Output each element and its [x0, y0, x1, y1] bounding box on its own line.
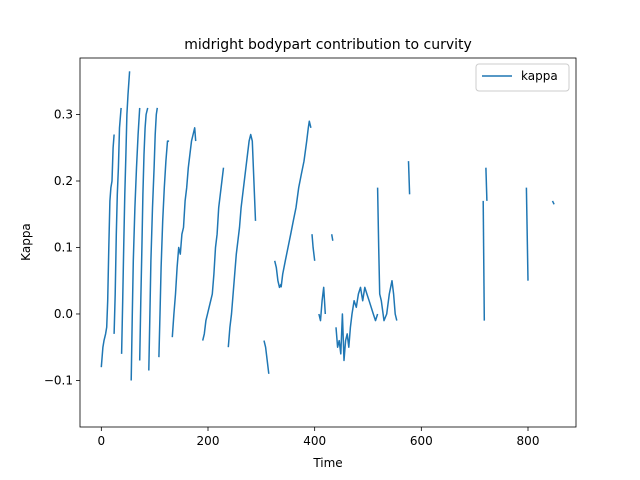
chart-title: midright bodypart contribution to curvit… — [184, 37, 472, 53]
x-ticks: 0 200 400 600 800 — [98, 427, 540, 448]
series-line-segment — [330, 234, 334, 241]
series-line-segment — [227, 133, 257, 348]
x-tick-label: 600 — [410, 434, 433, 448]
series-line-segment — [158, 140, 170, 358]
series-layer — [100, 71, 555, 381]
y-tick-label: 0.1 — [54, 240, 73, 254]
axes-frame — [79, 57, 577, 428]
series-line-segment — [482, 200, 486, 321]
series-line-segment — [171, 127, 197, 338]
series-line-segment — [100, 134, 115, 368]
series-line-segment — [113, 107, 122, 334]
series-line-segment — [551, 200, 555, 205]
series-line-segment — [148, 107, 159, 371]
y-axis-label: Kappa — [19, 223, 33, 261]
series-line-segment — [525, 187, 529, 281]
legend-box — [475, 63, 570, 92]
x-axis-label: Time — [312, 456, 342, 470]
series-line-segment — [138, 107, 149, 361]
y-tick-label: 0.3 — [54, 108, 73, 122]
series-line-segment — [280, 120, 312, 288]
plot-area — [79, 57, 577, 428]
series-line-segment — [318, 286, 327, 322]
y-ticks: −0.1 0.0 0.1 0.2 0.3 — [44, 108, 80, 387]
legend: kappa — [475, 63, 570, 92]
series-line-segment — [376, 187, 398, 322]
x-tick-label: 200 — [197, 434, 220, 448]
x-tick-label: 400 — [303, 434, 326, 448]
series-line-segment — [407, 161, 411, 195]
axes-background — [80, 58, 576, 427]
series-line-segment — [485, 167, 488, 201]
series-line-segment — [311, 234, 316, 261]
x-tick-label: 0 — [98, 434, 106, 448]
series-line-segment — [273, 260, 282, 289]
series-line-segment — [201, 167, 225, 341]
series-line-segment — [263, 340, 270, 374]
y-tick-label: −0.1 — [44, 373, 73, 387]
y-tick-label: 0.0 — [54, 307, 73, 321]
legend-label-kappa: kappa — [521, 69, 558, 83]
series-line-segment — [120, 71, 131, 354]
y-tick-label: 0.2 — [54, 174, 73, 188]
series-line-segment — [335, 286, 379, 362]
series-line-segment — [130, 107, 141, 381]
x-tick-label: 800 — [517, 434, 540, 448]
